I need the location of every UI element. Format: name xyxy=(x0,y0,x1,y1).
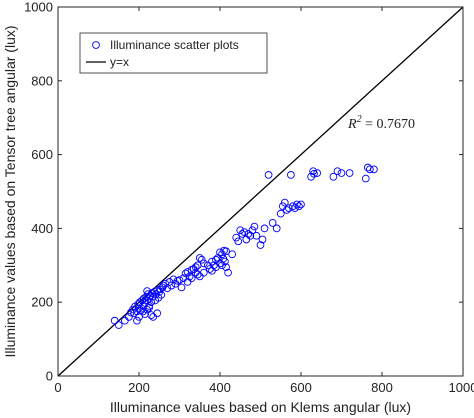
scatter-point xyxy=(337,169,346,177)
scatter-point xyxy=(110,316,119,325)
scatter-point xyxy=(248,226,257,235)
y-tick-label: 400 xyxy=(31,221,53,236)
scatter-point xyxy=(310,169,318,178)
scatter-point xyxy=(345,169,354,177)
scatter-point xyxy=(264,171,273,179)
scatter-point xyxy=(236,226,245,235)
scatter-point xyxy=(258,235,267,244)
scatter-point xyxy=(125,313,133,321)
y-tick-label: 600 xyxy=(31,147,53,162)
scatter-point xyxy=(145,302,153,310)
scatter-point xyxy=(293,200,301,209)
scatter-point xyxy=(114,321,123,329)
scatter-point xyxy=(280,198,289,207)
scatter-point xyxy=(252,231,261,240)
x-axis-label: Illuminance values based on Klems angula… xyxy=(110,399,411,415)
scatter-point xyxy=(289,202,297,211)
scatter-point xyxy=(135,313,143,321)
legend: Illuminance scatter plots y=x xyxy=(79,32,268,74)
x-tick-label: 800 xyxy=(371,380,393,395)
scatter-point xyxy=(222,247,230,256)
x-tick-label: 600 xyxy=(290,380,312,395)
scatter-point xyxy=(149,292,158,301)
scatter-point xyxy=(195,254,204,262)
scatter-point xyxy=(224,268,232,277)
scatter-point xyxy=(157,290,166,299)
scatter-point xyxy=(191,263,200,271)
scatter-point xyxy=(139,307,147,316)
scatter-point xyxy=(153,309,162,318)
scatter-point xyxy=(197,255,206,264)
legend-box xyxy=(79,32,268,74)
y-tick-label: 0 xyxy=(46,369,53,384)
scatter-point xyxy=(133,316,141,325)
scatter-point xyxy=(141,310,149,318)
y-tick-label: 200 xyxy=(31,295,53,310)
y-tick-label: 1000 xyxy=(24,0,53,15)
x-tick-label: 0 xyxy=(54,380,61,395)
y-tick-label: 800 xyxy=(31,73,53,88)
scatter-point xyxy=(333,167,342,176)
scatter-point xyxy=(199,268,208,277)
scatter-point xyxy=(256,241,265,249)
scatter-point xyxy=(234,237,243,246)
x-tick-label: 1000 xyxy=(449,380,474,395)
scatter-point xyxy=(199,259,208,268)
x-tick-label: 200 xyxy=(128,380,150,395)
legend-line-label: y=x xyxy=(110,55,129,69)
y-axis-label: Illuminance values based on Tensor tree … xyxy=(2,25,18,357)
scatter-point xyxy=(159,281,168,290)
legend-scatter-label: Illuminance scatter plots xyxy=(110,38,239,52)
scatter-point xyxy=(232,233,241,242)
scatter-point xyxy=(260,224,269,233)
scatter-point xyxy=(313,169,322,177)
scatter-point xyxy=(287,171,295,179)
scatter-point xyxy=(145,303,153,312)
scatter-point xyxy=(246,231,255,240)
scatter-point xyxy=(240,228,249,236)
scatter-point xyxy=(295,202,303,211)
scatter-point xyxy=(177,283,186,292)
scatter-point xyxy=(147,298,156,307)
scatter-point xyxy=(276,209,285,218)
scatter-point xyxy=(175,276,184,284)
scatter-point xyxy=(143,305,151,314)
scatter-point xyxy=(222,263,230,271)
r-squared-annotation: R2 = 0.7670 xyxy=(347,114,415,132)
scatter-point xyxy=(291,204,299,212)
scatter-point xyxy=(282,206,291,214)
scatter-point xyxy=(183,268,192,276)
scatter-point xyxy=(228,250,237,259)
scatter-point xyxy=(216,248,224,257)
scatter-point xyxy=(208,257,216,266)
scatter-point xyxy=(169,275,178,284)
scatter-point xyxy=(187,274,196,283)
scatter-point xyxy=(218,261,226,270)
scatter-point xyxy=(285,204,293,212)
scatter-point xyxy=(329,172,338,181)
scatter-point xyxy=(370,165,378,174)
identity-line xyxy=(57,6,464,377)
scatter-point xyxy=(216,259,224,268)
legend-scatter-marker xyxy=(92,41,100,49)
x-tick-label: 400 xyxy=(209,380,231,395)
scatter-point xyxy=(297,200,305,209)
scatter-point xyxy=(238,230,247,238)
scatter-point xyxy=(143,287,151,295)
scatter-point xyxy=(272,224,281,233)
scatter-point xyxy=(250,222,259,231)
scatter-point xyxy=(366,165,374,174)
scatter-point xyxy=(361,174,370,183)
scatter-point xyxy=(268,219,277,227)
